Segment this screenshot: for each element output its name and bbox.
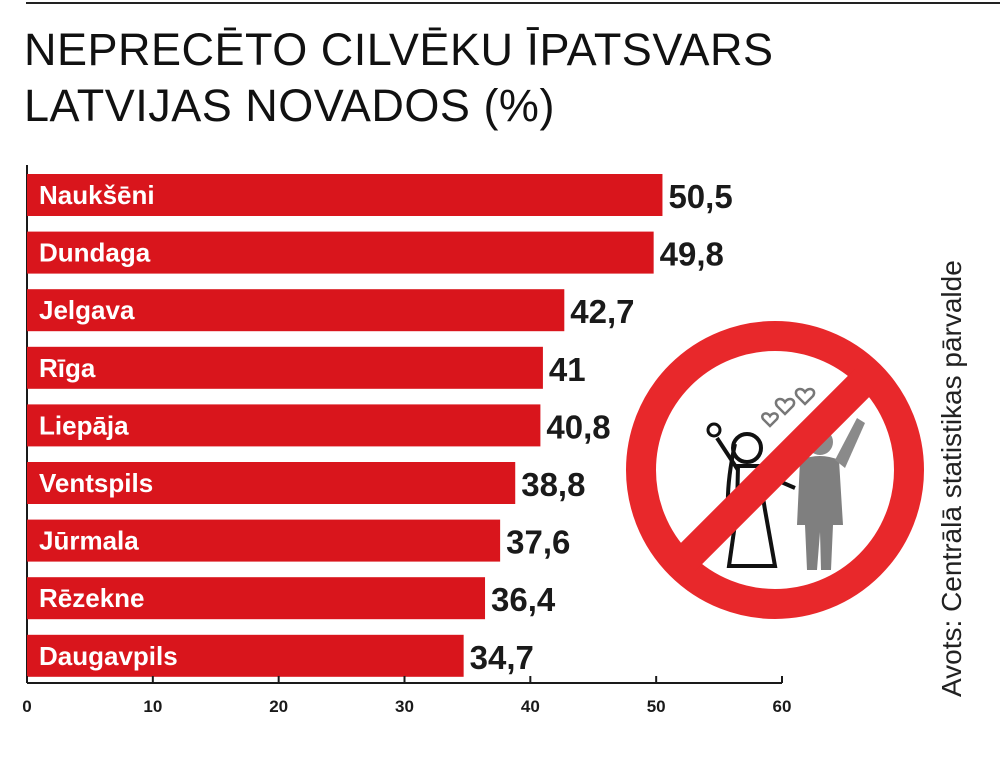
bar <box>27 174 663 216</box>
x-tick-label: 50 <box>647 697 666 716</box>
x-tick-label: 20 <box>269 697 288 716</box>
no-wedding-sign-icon <box>626 321 924 619</box>
bar-category-label: Liepāja <box>39 410 129 440</box>
x-tick-label: 30 <box>395 697 414 716</box>
sign-ring <box>626 321 924 619</box>
bar-value-label: 49,8 <box>660 236 724 273</box>
bar <box>27 404 541 447</box>
x-tick-label: 40 <box>521 697 540 716</box>
bar <box>27 346 543 389</box>
bar <box>27 634 464 677</box>
chart-title-line-1: NEPRECĒTO CILVĒKU ĪPATSVARS <box>24 24 774 75</box>
bar-value-label: 41 <box>549 351 586 388</box>
chart-title-line-2: LATVIJAS NOVADOS (%) <box>24 80 555 131</box>
groom-arm <box>835 418 865 468</box>
x-tick-label: 0 <box>22 697 31 716</box>
source-note: Avots: Centrālā statistikas pārvalde <box>936 260 967 697</box>
bar-category-label: Jūrmala <box>39 526 139 556</box>
bar-value-label: 50,5 <box>668 178 732 215</box>
bar-category-label: Rēzekne <box>39 583 145 613</box>
groom-body <box>797 456 843 570</box>
bouquet-icon <box>706 422 722 438</box>
bar <box>27 577 486 620</box>
x-tick-label: 10 <box>143 697 162 716</box>
bar-value-label: 36,4 <box>491 581 556 618</box>
bride-head <box>731 432 763 464</box>
bar <box>27 289 565 332</box>
bar-category-label: Rīga <box>39 353 96 383</box>
bar <box>27 231 654 274</box>
bar-value-label: 37,6 <box>506 524 570 561</box>
bar-value-label: 42,7 <box>570 293 634 330</box>
top-rule <box>26 2 1000 4</box>
bar-category-label: Naukšēni <box>39 180 155 210</box>
bar-value-label: 38,8 <box>521 466 585 503</box>
bar <box>27 519 501 562</box>
bride-arm <box>715 436 740 472</box>
x-tick-label: 60 <box>773 697 792 716</box>
couple-figures <box>706 387 865 570</box>
bar-category-label: Daugavpils <box>39 641 178 671</box>
heart-icon <box>761 412 779 428</box>
bar <box>27 462 516 504</box>
heart-icon <box>774 397 796 416</box>
bar-category-label: Jelgava <box>39 295 135 325</box>
heart-icon <box>794 387 816 406</box>
bar-value-label: 40,8 <box>546 408 610 445</box>
bar-value-label: 34,7 <box>470 639 534 676</box>
chart-title: NEPRECĒTO CILVĒKU ĪPATSVARS LATVIJAS NOV… <box>24 22 924 134</box>
bar-category-label: Dundaga <box>39 238 151 268</box>
sign-slash <box>674 369 876 571</box>
bar-category-label: Ventspils <box>39 468 153 498</box>
